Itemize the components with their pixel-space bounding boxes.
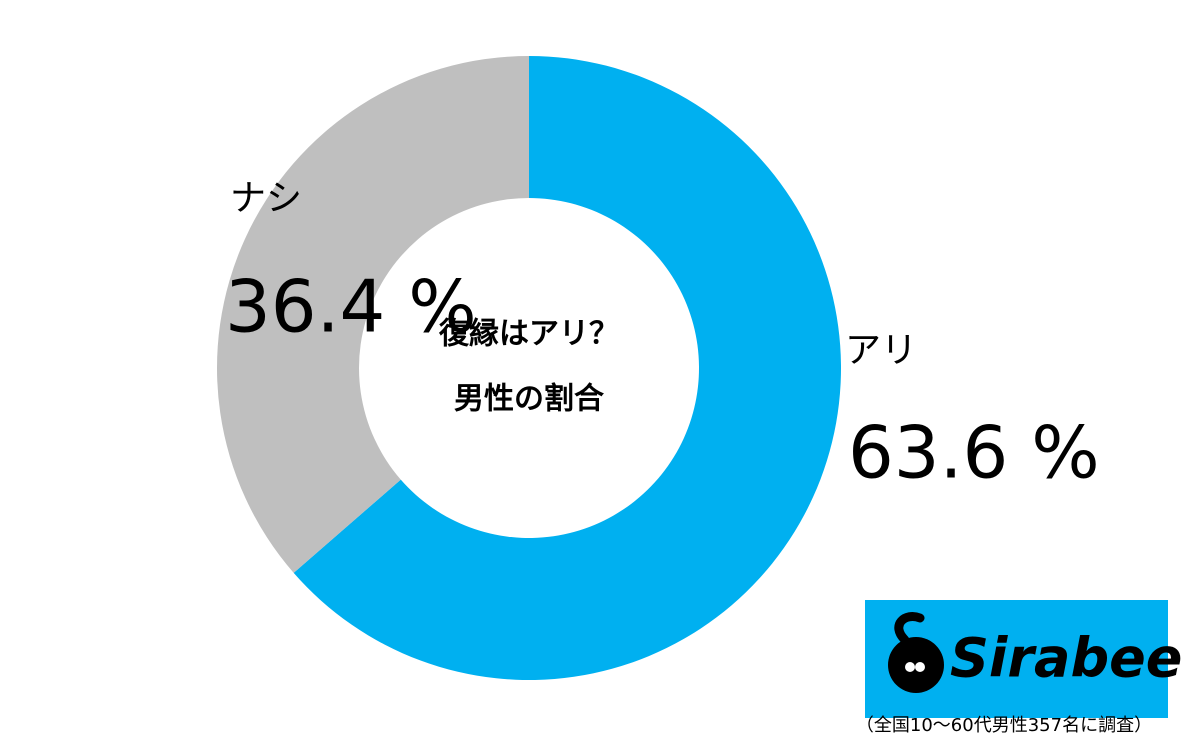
slice-label: ナシ [230, 178, 302, 219]
value-label: 63.6 % [848, 411, 1100, 495]
center-subtitle: 男性の割合 [454, 382, 604, 417]
slice-label: アリ [845, 330, 917, 371]
logo-icon [888, 612, 944, 693]
slice [217, 56, 529, 573]
slice [293, 56, 842, 680]
logo-text: Sirabee [950, 627, 1182, 690]
value-label: 36.4 % [225, 265, 477, 349]
footnote: （全国10〜60代男性357名に調査） [856, 715, 1152, 736]
donut [217, 56, 842, 680]
center-title: 復縁はアリ？ [438, 317, 619, 352]
